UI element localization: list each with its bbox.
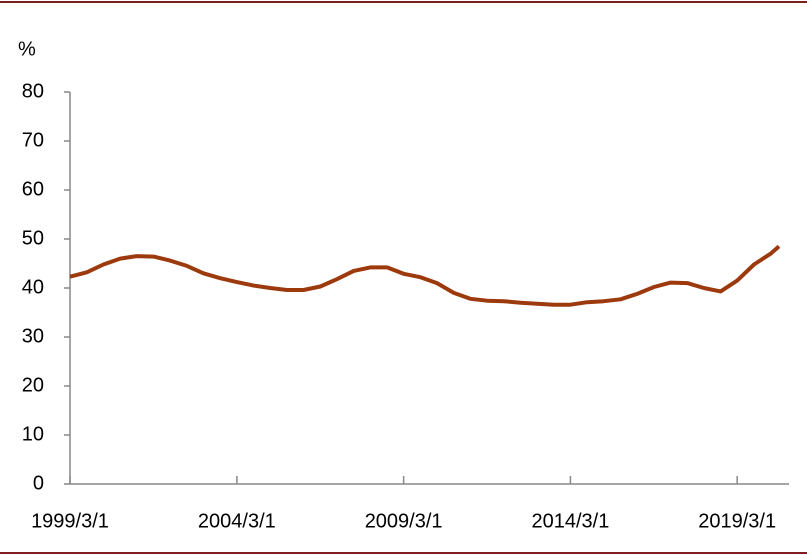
y-tick-label: 40 xyxy=(22,276,44,298)
x-tick-label: 2004/3/1 xyxy=(198,510,276,532)
y-tick-label: 30 xyxy=(22,325,44,347)
y-tick-label: 20 xyxy=(22,374,44,396)
data-line xyxy=(69,244,781,307)
y-tick-label: 70 xyxy=(22,129,44,151)
y-tick-label: 0 xyxy=(33,472,44,494)
y-tick-label: 10 xyxy=(22,423,44,445)
x-tick-label: 2019/3/1 xyxy=(698,510,776,532)
y-tick-label: 50 xyxy=(22,227,44,249)
x-tick-label: 2009/3/1 xyxy=(365,510,443,532)
y-tick-label: 80 xyxy=(22,80,44,102)
y-axis-label: % xyxy=(18,38,36,60)
x-tick-label: 2014/3/1 xyxy=(531,510,609,532)
x-tick-label: 1999/3/1 xyxy=(31,510,109,532)
y-tick-label: 60 xyxy=(22,178,44,200)
